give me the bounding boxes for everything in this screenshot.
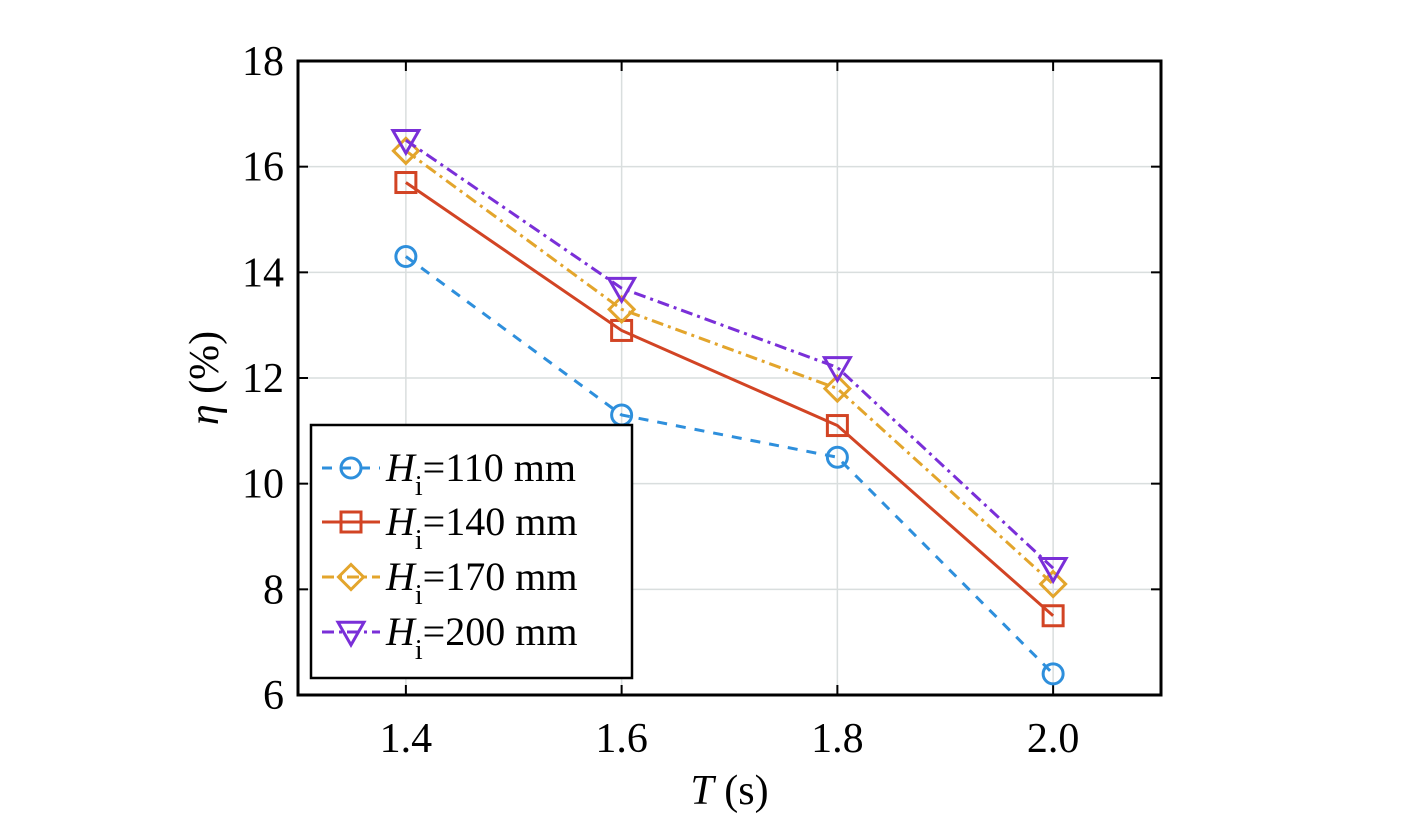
legend-item: Hi=110 mm	[322, 445, 576, 502]
y-tick-label: 8	[263, 567, 284, 613]
x-axis-symbol: T	[690, 768, 716, 814]
legend-marker	[336, 562, 366, 592]
y-tick-label: 16	[242, 145, 284, 191]
x-tick-label: 1.4	[380, 716, 433, 762]
y-tick-label: 6	[263, 673, 284, 719]
data-point	[821, 356, 853, 384]
data-point	[1038, 569, 1068, 599]
y-axis-symbol: η	[182, 404, 228, 425]
legend-marker	[339, 456, 363, 480]
series-2	[394, 171, 1065, 628]
legend-label: Hi=140 mm	[385, 499, 577, 556]
legend-symbol: H	[385, 445, 417, 490]
x-axis-label: T (s)	[690, 768, 768, 814]
x-tick-label: 2.0	[1027, 716, 1080, 762]
x-axis-unit: (s)	[714, 768, 769, 814]
series-line	[404, 149, 1055, 586]
series-3	[391, 136, 1068, 599]
legend-symbol: H	[385, 499, 417, 544]
legend-value: =140 mm	[423, 499, 578, 544]
y-axis-label: η (%)	[182, 331, 228, 425]
legend-marker	[335, 620, 367, 649]
legend-symbol: H	[385, 609, 417, 654]
data-point	[1041, 662, 1065, 686]
data-point	[1037, 556, 1069, 585]
legend-subscript: i	[415, 635, 423, 666]
series-line	[405, 181, 1055, 617]
data-point	[394, 244, 418, 268]
legend-subscript: i	[415, 580, 423, 611]
legend-label: Hi=200 mm	[385, 609, 577, 666]
data-point	[606, 276, 638, 305]
legend-label: Hi=110 mm	[385, 445, 576, 502]
legend-subscript: i	[415, 471, 423, 502]
legend-marker	[339, 510, 363, 534]
legend-symbol: H	[385, 554, 417, 599]
legend-label: Hi=170 mm	[385, 554, 577, 611]
data-point	[822, 373, 852, 404]
legend-value: =170 mm	[423, 554, 578, 599]
series-line	[405, 139, 1055, 570]
y-tick-label: 12	[242, 356, 284, 402]
legend-item: Hi=140 mm	[322, 499, 577, 556]
y-tick-label: 14	[242, 250, 284, 296]
x-tick-label: 1.8	[811, 716, 864, 762]
series-4	[390, 129, 1069, 585]
y-axis-unit: (%)	[182, 331, 228, 404]
axes-frame	[296, 59, 1163, 697]
y-tick-label: 18	[242, 39, 284, 85]
data-point	[394, 171, 418, 195]
data-point	[1041, 604, 1065, 628]
legend-value: =110 mm	[423, 445, 576, 490]
data-point	[825, 414, 849, 438]
legend-subscript: i	[415, 525, 423, 556]
x-tick-label: 1.6	[595, 716, 648, 762]
legend-item: Hi=170 mm	[322, 554, 577, 611]
series-line	[404, 255, 1055, 675]
data-point	[825, 445, 849, 469]
data-point	[390, 129, 422, 157]
legend-item: Hi=200 mm	[322, 609, 577, 666]
y-tick-label: 10	[242, 462, 284, 508]
legend-value: =200 mm	[423, 609, 578, 654]
series-1	[394, 244, 1065, 686]
data-point	[607, 294, 637, 324]
